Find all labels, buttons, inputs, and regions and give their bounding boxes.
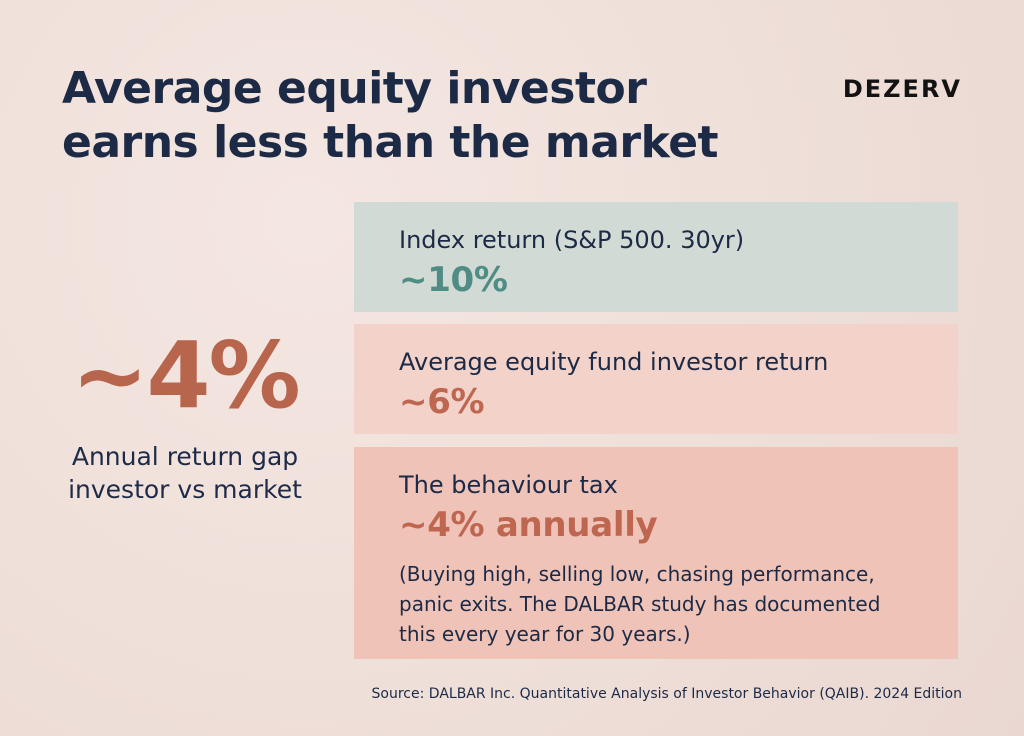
behaviour-tax-label: The behaviour tax <box>399 471 618 499</box>
return-gap-highlight: ~4% Annual return gap investor vs market <box>40 330 330 506</box>
index-return-label: Index return (S&P 500. 30yr) <box>399 226 745 254</box>
return-gap-caption: Annual return gap investor vs market <box>40 440 330 506</box>
page-title: Average equity investor earns less than … <box>62 62 762 170</box>
investor-return-label: Average equity fund investor return <box>399 348 829 376</box>
investor-return-value: ~6% <box>399 382 485 422</box>
investor-return-card: Average equity fund investor return ~6% <box>354 324 958 434</box>
behaviour-tax-note: (Buying high, selling low, chasing perfo… <box>399 562 881 646</box>
index-return-value: ~10% <box>399 260 508 300</box>
behaviour-tax-card: The behaviour tax ~4% annually (Buying h… <box>354 447 958 659</box>
return-gap-caption-line-2: investor vs market <box>68 475 302 504</box>
index-return-card: Index return (S&P 500. 30yr) ~10% <box>354 202 958 312</box>
return-gap-value: ~4% <box>71 322 300 429</box>
return-gap-caption-line-1: Annual return gap <box>71 442 299 471</box>
source-footnote: Source: DALBAR Inc. Quantitative Analysi… <box>371 686 962 702</box>
title-line-2: earns less than the market <box>62 117 719 168</box>
brand-logo: DEZERV <box>842 75 962 103</box>
behaviour-tax-value: ~4% annually <box>399 505 658 545</box>
title-line-1: Average equity investor <box>62 63 647 114</box>
